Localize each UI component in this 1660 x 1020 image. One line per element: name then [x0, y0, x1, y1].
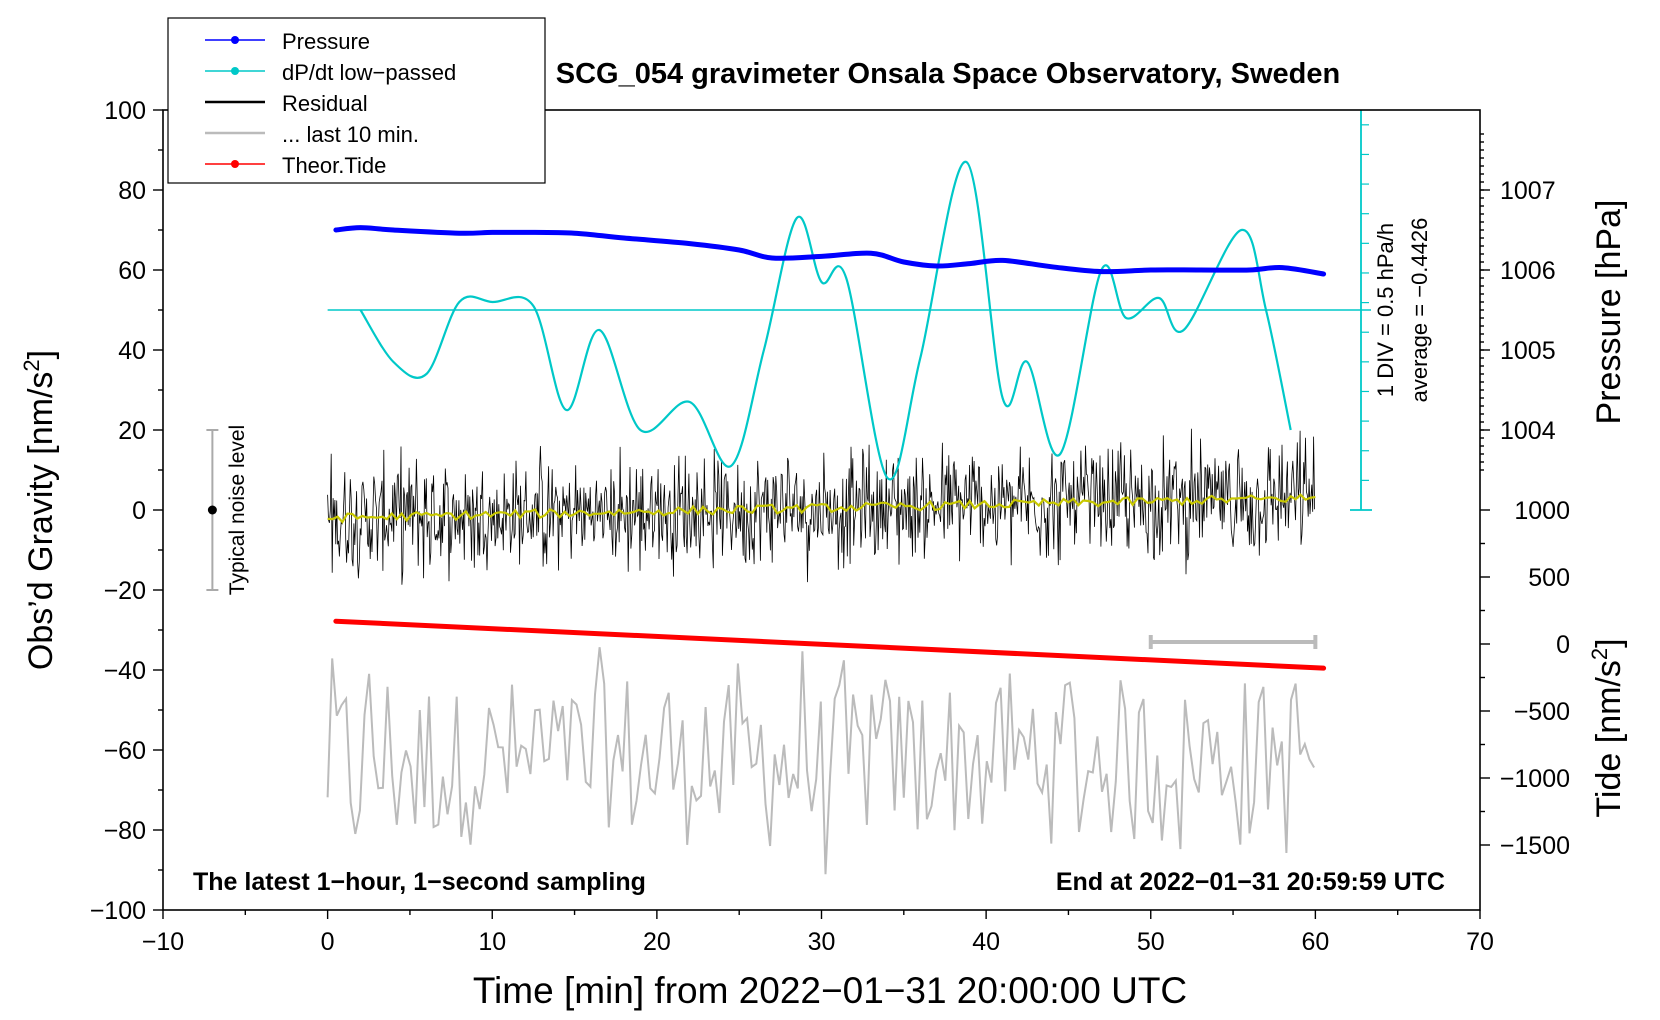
- legend-key-dot: [231, 36, 239, 44]
- noise-level-label: Typical noise level: [226, 425, 249, 595]
- x-tick-label: 10: [478, 928, 506, 956]
- annotation-sampling: The latest 1−hour, 1−second sampling: [193, 868, 646, 896]
- x-tick-label: 60: [1301, 928, 1329, 956]
- pressure-tick-label: 1006: [1500, 257, 1556, 285]
- legend-key-dot: [231, 67, 239, 75]
- noise-level-dot: [207, 505, 217, 515]
- series-theor-tide: [333, 618, 1327, 671]
- series-pressure: [333, 225, 1327, 277]
- y-tick-label: 20: [118, 417, 146, 445]
- x-axis-label: Time [min] from 2022−01−31 20:00:00 UTC: [473, 970, 1187, 1011]
- legend-label-pressure: Pressure: [282, 29, 370, 54]
- last-10-min-range-bar: [1148, 635, 1318, 649]
- theor-tide-line: [333, 618, 1327, 671]
- y-axis-label-gravity: Obs’d Gravity [nm/s2]: [19, 350, 60, 670]
- x-tick-label: 40: [972, 928, 1000, 956]
- legend-key: [205, 67, 265, 75]
- tide-tick-label: 500: [1528, 564, 1570, 592]
- y-tick-label: −80: [104, 817, 146, 845]
- residual-trend-line: [327, 493, 1316, 524]
- dpdt-average-label: average = −0.4426: [1407, 218, 1432, 403]
- y-tick-label: 40: [118, 337, 146, 365]
- y-axis-label-gravity-close: ]: [22, 350, 60, 359]
- legend-label-dpdt: dP/dt low−passed: [282, 60, 456, 85]
- y-tick-label: −20: [104, 577, 146, 605]
- y-axis-label-pressure: Pressure [hPa]: [1590, 200, 1628, 425]
- tide-tick-label: 0: [1556, 631, 1570, 659]
- y-axis-label-tide-text: Tide [nm/s: [1590, 660, 1628, 817]
- tide-tick-label: −1500: [1500, 832, 1570, 860]
- legend-keys: [205, 36, 265, 168]
- y-tick-label: −40: [104, 657, 146, 685]
- y-tick-label: 80: [118, 177, 146, 205]
- last-10-min-line: [326, 647, 1315, 875]
- y-tick-label: 0: [132, 497, 146, 525]
- y-tick-label: 100: [104, 97, 146, 125]
- tick-layer: −10 0 10 20 30 40 50 60 70100806040200−20−40−60−…: [90, 97, 1570, 956]
- y-axis-label-gravity-sup: 2: [19, 359, 44, 371]
- series-residual-trend: [327, 493, 1316, 524]
- y-tick-label: −60: [104, 737, 146, 765]
- pressure-tick-label: 1004: [1500, 417, 1556, 445]
- x-tick-label: 20: [643, 928, 671, 956]
- legend-label-last10: ... last 10 min.: [282, 122, 419, 147]
- tide-tick-label: −1000: [1500, 765, 1570, 793]
- x-tick-label: −10: [142, 928, 184, 956]
- dpdt-scale-label: 1 DIV = 0.5 hPa/h: [1373, 223, 1398, 397]
- y-axis-label-tide-close: ]: [1590, 638, 1628, 647]
- legend-key-dot: [231, 160, 239, 168]
- series-last-10-min: [326, 647, 1315, 875]
- y-axis-label-tide: Tide [nm/s2]: [1587, 638, 1628, 817]
- pressure-tick-label: 1005: [1500, 337, 1556, 365]
- y-tick-label: 60: [118, 257, 146, 285]
- x-tick-label: 0: [321, 928, 335, 956]
- noise-level-indicator: [206, 429, 219, 591]
- legend-key: [205, 36, 265, 44]
- annotation-end-time: End at 2022−01−31 20:59:59 UTC: [1056, 868, 1445, 896]
- pressure-tick-label: 1007: [1500, 177, 1556, 205]
- x-tick-label: 50: [1137, 928, 1165, 956]
- plot-data-layer: [206, 110, 1372, 875]
- y-tick-label: −100: [90, 897, 146, 925]
- tide-tick-label: −500: [1514, 698, 1570, 726]
- y-axis-label-gravity-text: Obs’d Gravity [nm/s: [22, 372, 60, 671]
- chart-title: SCG_054 gravimeter Onsala Space Observat…: [556, 58, 1340, 90]
- legend-label-tide: Theor.Tide: [282, 153, 386, 178]
- legend-box: [167, 17, 546, 184]
- legend-label-residual: Residual: [282, 91, 368, 116]
- x-tick-label: 70: [1466, 928, 1494, 956]
- tide-tick-label: 1000: [1514, 497, 1570, 525]
- legend-key: [205, 160, 265, 168]
- x-tick-label: 30: [808, 928, 836, 956]
- legend: Pressure dP/dt low−passed Residual ... l…: [167, 17, 546, 184]
- y-axis-label-tide-sup: 2: [1587, 648, 1612, 660]
- pressure-line: [333, 225, 1327, 277]
- series-dpdt: [359, 160, 1292, 481]
- dpdt-line: [359, 160, 1292, 481]
